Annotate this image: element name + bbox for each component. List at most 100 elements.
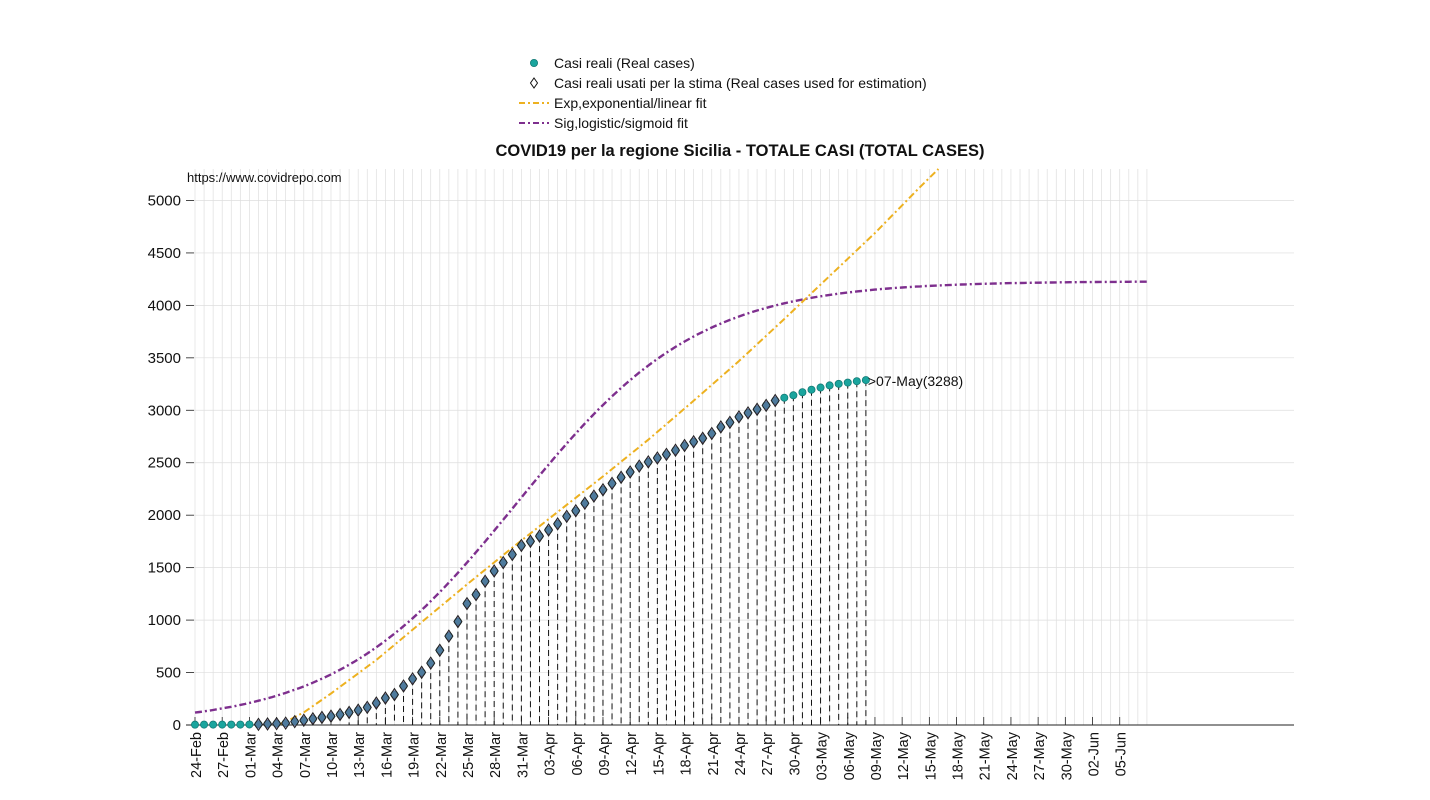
x-tick-label: 28-Mar: [488, 732, 504, 778]
x-tick-label: 18-May: [951, 731, 967, 780]
x-tick-label: 24-May: [1005, 731, 1021, 780]
x-tick-label: 30-Apr: [787, 732, 803, 776]
legend-label: Casi reali usati per la stima (Real case…: [554, 75, 927, 91]
estimation-point: [335, 707, 345, 722]
estimation-point: [498, 555, 508, 570]
x-tick-label: 24-Feb: [189, 732, 205, 778]
estimation-point: [571, 503, 581, 518]
estimation-point: [670, 443, 681, 458]
x-tick-label: 24-Apr: [733, 732, 749, 776]
estimation-point: [362, 700, 372, 715]
x-tick-label: 27-Apr: [760, 732, 776, 776]
estimation-point: [562, 509, 572, 524]
estimation-point: [743, 406, 753, 420]
estimation-point: [344, 705, 354, 720]
legend-item-exp-fit: Exp,exponential/linear fit: [517, 93, 927, 113]
real-case-point: [852, 377, 861, 386]
legend-label: Exp,exponential/linear fit: [554, 95, 707, 111]
x-tick-label: 09-Apr: [597, 732, 613, 776]
estimation-point: [752, 402, 762, 417]
real-case-point: [209, 720, 218, 729]
estimation-point: [353, 703, 363, 718]
estimation-point: [453, 614, 463, 629]
x-tick-label: 12-May: [896, 731, 912, 780]
real-case-point: [825, 381, 834, 390]
x-tick-label: 15-Apr: [651, 732, 667, 776]
x-tick-label: 18-Apr: [679, 732, 695, 776]
x-tick-label: 16-Mar: [379, 732, 395, 778]
y-tick-label: 1000: [148, 612, 181, 629]
y-tick-label: 2000: [148, 507, 181, 524]
estimation-point: [607, 476, 617, 491]
estimation-point: [616, 470, 626, 485]
day-marker-lines: [194, 380, 867, 725]
real-case-point: [834, 379, 843, 388]
x-tick-label: 25-Mar: [461, 732, 477, 778]
x-tick-label: 01-Mar: [243, 732, 259, 778]
estimation-point: [589, 489, 599, 503]
x-tick-label: 22-Mar: [434, 732, 450, 778]
estimation-point: [299, 713, 309, 728]
x-tick-label: 03-Apr: [543, 732, 559, 776]
legend-dashdot-line: [519, 102, 549, 104]
estimation-point: [761, 398, 771, 413]
legend-label: Casi reali (Real cases): [554, 55, 695, 71]
estimation-point: [507, 547, 517, 562]
estimation-point: [679, 438, 690, 453]
y-tick-label: 500: [156, 665, 181, 682]
legend-diamond-marker: [529, 77, 539, 89]
estimation-point: [371, 696, 381, 710]
last-point-label: >07-May(3288): [868, 373, 963, 389]
legend-item-real-cases: Casi reali (Real cases): [517, 53, 927, 73]
x-tick-label: 06-May: [842, 731, 858, 780]
x-tick-label: 03-May: [815, 731, 831, 780]
estimation-point: [634, 459, 644, 473]
estimation-point: [489, 564, 499, 578]
x-tick-label: 06-Apr: [570, 732, 586, 776]
x-tick-label: 04-Mar: [271, 732, 287, 778]
plot-area: [186, 169, 1294, 725]
estimation-point: [661, 447, 672, 462]
real-case-point: [227, 720, 236, 729]
x-tick-label: 09-May: [869, 731, 885, 780]
x-tick-label: 19-Mar: [407, 732, 423, 778]
estimation-point: [734, 409, 744, 424]
real-case-point: [236, 720, 245, 729]
real-case-point: [807, 385, 816, 394]
estimation-point: [580, 496, 590, 511]
real-case-point: [218, 720, 227, 729]
y-tick-label: 3500: [148, 350, 181, 367]
estimation-point: [417, 665, 427, 680]
x-tick-label: 07-Mar: [298, 732, 314, 778]
x-tick-label: 10-Mar: [325, 732, 341, 778]
x-tick-label: 02-Jun: [1087, 732, 1103, 776]
estimation-points: [253, 393, 780, 732]
y-tick-label: 2500: [148, 455, 181, 472]
x-tick-label: 31-Mar: [515, 732, 531, 778]
real-case-point: [861, 376, 870, 385]
real-case-point: [816, 383, 825, 392]
estimation-point: [770, 393, 780, 408]
estimation-point: [543, 523, 554, 537]
x-tick-label: 05-Jun: [1114, 732, 1130, 776]
x-tick-label: 27-May: [1032, 731, 1048, 780]
estimation-point: [689, 434, 699, 449]
estimation-point: [707, 426, 717, 441]
legend-item-used-cases: Casi reali usati per la stima (Real case…: [517, 73, 927, 93]
estimation-point: [471, 587, 481, 602]
legend-item-sig-fit: Sig,logistic/sigmoid fit: [517, 113, 927, 133]
x-tick-label: 15-May: [923, 731, 939, 780]
estimation-point: [407, 671, 418, 686]
estimation-point: [462, 596, 472, 611]
sigmoid-fit-line: [194, 280, 1147, 714]
estimation-point: [480, 574, 490, 589]
x-tick-label: 12-Apr: [624, 732, 640, 776]
y-tick-label: 0: [173, 717, 181, 734]
exp-fit-line: [276, 168, 940, 726]
estimation-point: [516, 538, 526, 553]
real-case-point: [780, 393, 789, 402]
legend: Casi reali (Real cases) Casi reali usati…: [517, 53, 927, 133]
estimation-point: [426, 656, 436, 671]
x-tick-label: 21-Apr: [706, 732, 722, 776]
real-case-point: [789, 391, 798, 400]
